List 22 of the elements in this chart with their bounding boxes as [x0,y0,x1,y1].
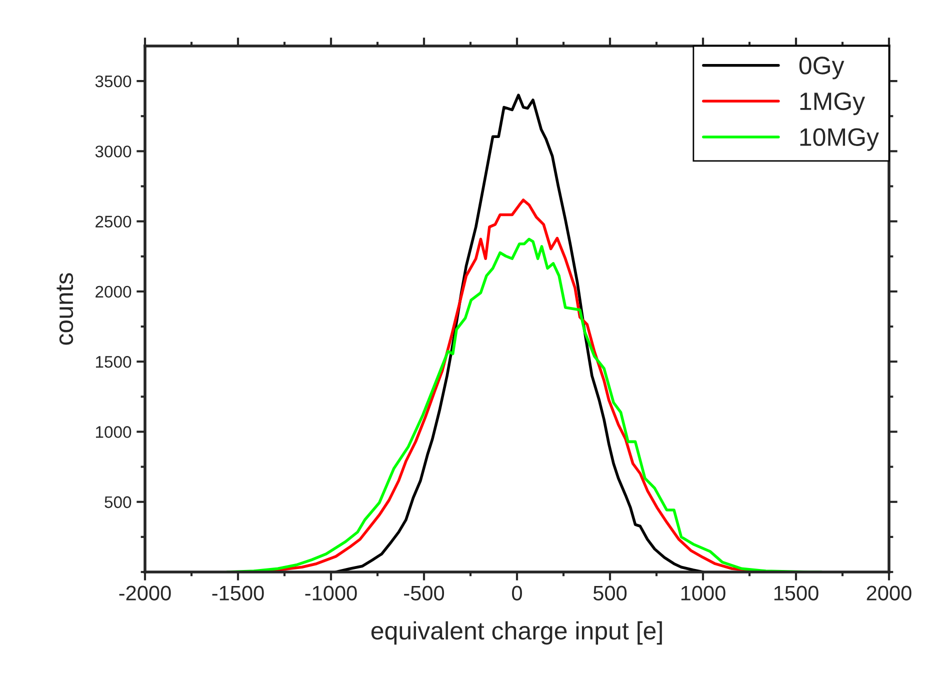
x-tick-label: -1500 [212,586,264,600]
x-tick-label: -2000 [119,586,171,600]
y-tick-label: 3500 [95,75,132,88]
y-tick-label: 3000 [95,146,132,158]
x-tick-label: 500 [593,586,627,600]
y-tick-label: 2000 [96,286,132,298]
legend-label: 1MGy [800,92,866,116]
x-tick-label: -1000 [305,586,357,600]
y-tick-label: 2500 [96,216,132,228]
x-tick-label: 1500 [774,586,818,600]
y-tick-label: 1000 [96,426,132,438]
y-tick-label: 500 [104,496,132,508]
x-tick-label: -500 [404,586,444,600]
x-tick-label: 0 [512,586,522,600]
line-series [334,94,704,572]
y-axis-title: counts [56,273,74,345]
y-tick-label: 1500 [96,356,132,368]
x-tick-label: 1000 [681,586,726,600]
legend-label: 10MGy [800,128,879,151]
x-axis-title: equivalent charge input [e] [371,621,662,645]
x-tick-label: 2000 [866,586,912,600]
legend-label: 0Gy [799,56,844,80]
